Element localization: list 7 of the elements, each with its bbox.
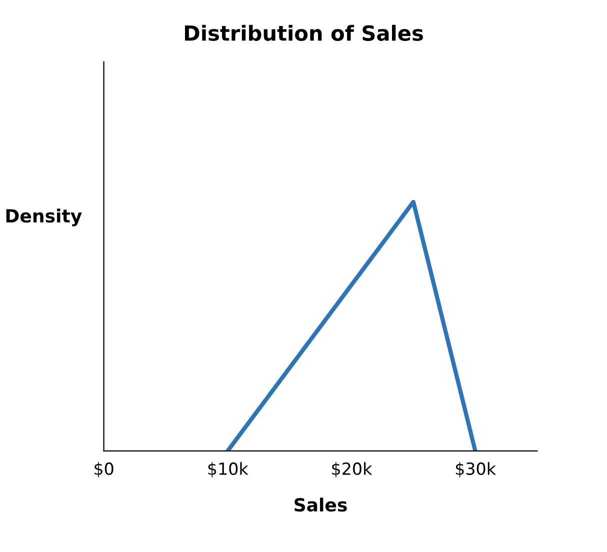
x-tick-label: $0 [94,462,114,478]
x-tick-label: $30k [456,462,496,478]
chart-title: Distribution of Sales [185,24,423,41]
x-tick-label: $20k [332,462,372,478]
y-axis-title: Density [6,208,82,226]
x-tick-label: $10k [208,462,248,478]
x-axis-title: Sales [294,498,347,512]
